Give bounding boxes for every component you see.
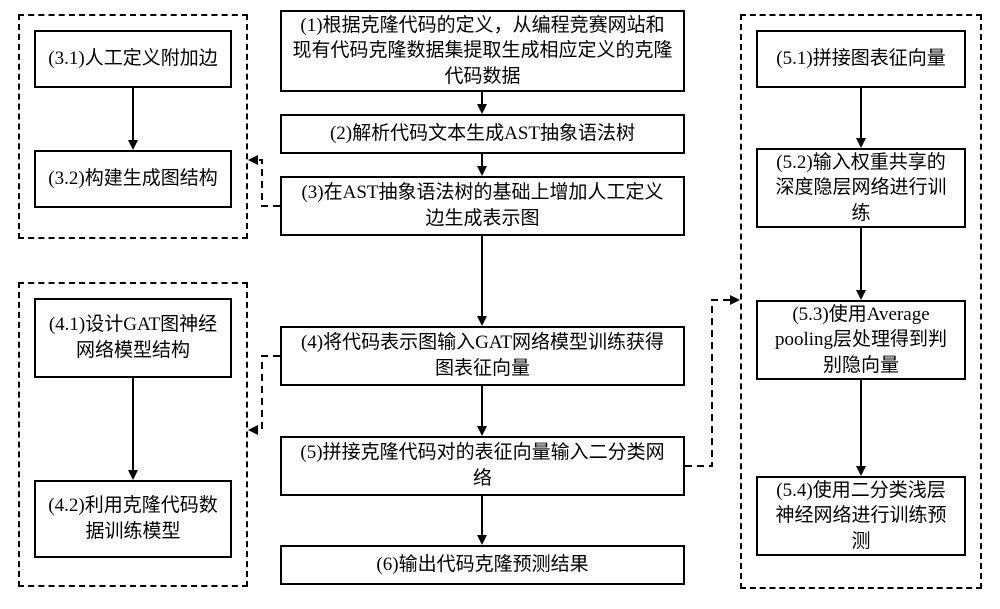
step-3-2-box: (3.2)构建生成图结构 — [34, 150, 232, 208]
step-5-4-box: (5.4)使用二分类浅层神经网络进行训练预测 — [756, 476, 966, 556]
step-5-2-text: (5.2)输入权重共享的深度隐层网络进行训练 — [768, 150, 954, 227]
step-4-text: (4)将代码表示图输入GAT网络模型训练获得图表征向量 — [292, 330, 673, 381]
step-4-1-text: (4.1)设计GAT图神经网络模型结构 — [46, 312, 220, 363]
step-3-box: (3)在AST抽象语法树的基础上增加人工定义边生成表示图 — [280, 176, 685, 236]
step-4-box: (4)将代码表示图输入GAT网络模型训练获得图表征向量 — [280, 326, 685, 386]
step-5-3-text: (5.3)使用Average pooling层处理得到判别隐向量 — [768, 302, 954, 379]
step-3-1-box: (3.1)人工定义附加边 — [34, 30, 232, 88]
step-3-1-text: (3.1)人工定义附加边 — [48, 46, 217, 72]
step-6-text: (6)输出代码克隆预测结果 — [376, 552, 588, 578]
step-5-4-text: (5.4)使用二分类浅层神经网络进行训练预测 — [768, 478, 954, 555]
step-5-box: (5)拼接克隆代码对的表征向量输入二分类网络 — [280, 436, 685, 496]
step-5-1-box: (5.1)拼接图表征向量 — [756, 30, 966, 88]
step-3-2-text: (3.2)构建生成图结构 — [48, 166, 217, 192]
step-4-2-box: (4.2)利用克隆代码数据训练模型 — [34, 480, 232, 558]
step-2-text: (2)解析代码文本生成AST抽象语法树 — [330, 121, 635, 147]
step-5-3-box: (5.3)使用Average pooling层处理得到判别隐向量 — [756, 300, 966, 380]
step-5-text: (5)拼接克隆代码对的表征向量输入二分类网络 — [292, 440, 673, 491]
step-4-2-text: (4.2)利用克隆代码数据训练模型 — [46, 493, 220, 544]
step-3-text: (3)在AST抽象语法树的基础上增加人工定义边生成表示图 — [292, 180, 673, 231]
step-4-1-box: (4.1)设计GAT图神经网络模型结构 — [34, 298, 232, 378]
step-5-2-box: (5.2)输入权重共享的深度隐层网络进行训练 — [756, 148, 966, 228]
step-2-box: (2)解析代码文本生成AST抽象语法树 — [280, 114, 685, 154]
step-1-text: (1)根据克隆代码的定义，从编程竞赛网站和现有代码克隆数据集提取生成相应定义的克… — [292, 13, 673, 90]
step-1-box: (1)根据克隆代码的定义，从编程竞赛网站和现有代码克隆数据集提取生成相应定义的克… — [280, 10, 685, 92]
flowchart-container: (1)根据克隆代码的定义，从编程竞赛网站和现有代码克隆数据集提取生成相应定义的克… — [0, 0, 1000, 609]
step-6-box: (6)输出代码克隆预测结果 — [280, 545, 685, 585]
step-5-1-text: (5.1)拼接图表征向量 — [776, 46, 945, 72]
